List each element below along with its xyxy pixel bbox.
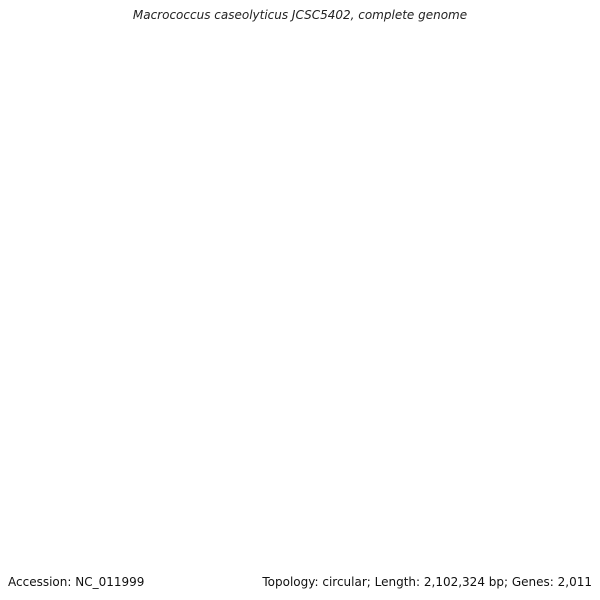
accession-text: Accession: NC_011999 — [8, 575, 145, 589]
topology-summary: Topology: circular; Length: 2,102,324 bp… — [262, 575, 592, 589]
map-title: Macrococcus caseolyticus JCSC5402, compl… — [132, 8, 468, 22]
